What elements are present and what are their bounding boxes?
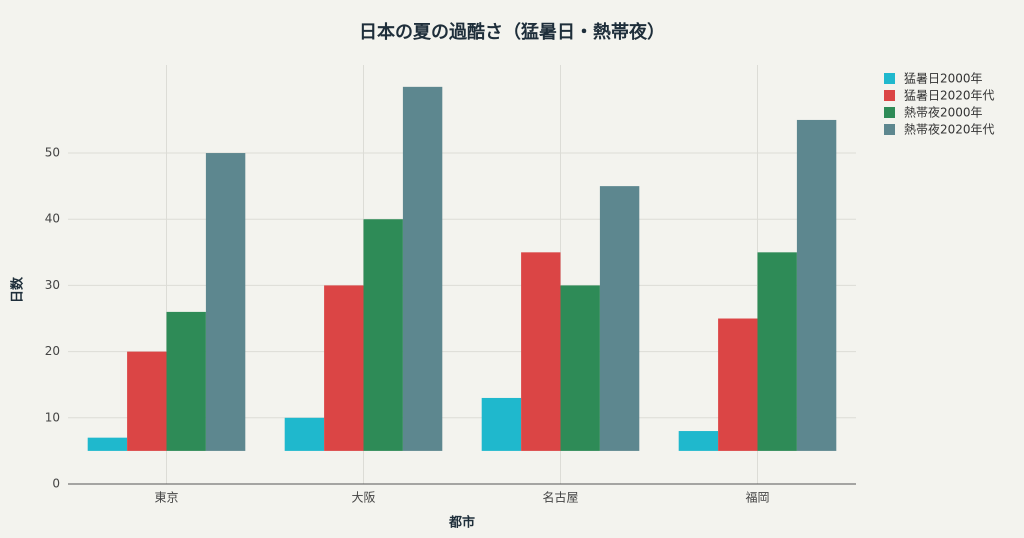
- x-tick-label: 東京: [154, 491, 178, 505]
- bar: [166, 311, 206, 451]
- legend-label: 熱帯夜2000年: [904, 105, 983, 120]
- legend-label: 熱帯夜2020年代: [904, 122, 995, 137]
- bar: [363, 219, 403, 451]
- legend-swatch: [884, 73, 895, 84]
- legend-label: 猛暑日2000年: [904, 72, 983, 86]
- bar: [284, 417, 325, 451]
- bar: [796, 119, 837, 451]
- y-tick-label: 40: [45, 212, 60, 226]
- bar: [481, 397, 522, 451]
- legend-label: 猛暑日2020年代: [904, 89, 995, 103]
- x-tick-label: 名古屋: [542, 490, 578, 505]
- x-tick-label: 大阪: [351, 491, 375, 505]
- y-tick-label: 0: [52, 477, 60, 491]
- bar: [127, 351, 167, 451]
- y-axis-label: 日数: [10, 276, 26, 303]
- bar: [757, 252, 797, 451]
- x-axis-label: 都市: [448, 515, 475, 531]
- legend-swatch: [884, 107, 895, 118]
- bar: [521, 252, 561, 451]
- legend-swatch: [884, 124, 895, 135]
- y-tick-label: 50: [45, 146, 60, 160]
- bar: [599, 186, 640, 451]
- y-tick-label: 30: [45, 278, 60, 292]
- bar: [678, 431, 719, 451]
- bar: [87, 437, 128, 451]
- chart-title: 日本の夏の過酷さ（猛暑日・熱帯夜）: [359, 21, 665, 43]
- legend-swatch: [884, 90, 895, 101]
- x-tick-label: 福岡: [745, 490, 769, 505]
- bar: [205, 153, 246, 451]
- bar: [718, 318, 758, 451]
- bar: [560, 285, 600, 451]
- bar: [402, 86, 443, 451]
- bar: [324, 285, 364, 451]
- y-tick-label: 20: [45, 344, 60, 358]
- y-tick-label: 10: [45, 410, 60, 424]
